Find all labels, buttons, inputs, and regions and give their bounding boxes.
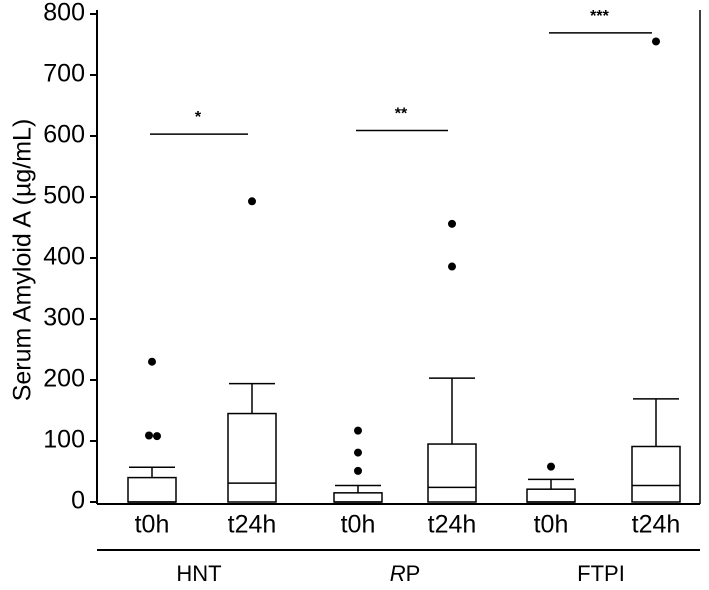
outlier-point: [145, 431, 153, 440]
outlier-point: [448, 262, 456, 271]
x-tick-label: t0h: [135, 511, 170, 539]
significance-label: ***: [590, 8, 609, 25]
outlier-point: [448, 219, 456, 228]
box-hnt-t24h: [227, 197, 277, 503]
x-tick-label: t24h: [632, 511, 681, 539]
y-tick-label: 800: [43, 0, 85, 27]
y-tick-label: 100: [43, 426, 85, 454]
y-ticks: 0 100 200 300 400 500 600 700 800: [43, 0, 97, 515]
y-tick-label: 400: [43, 243, 85, 271]
significance-label: **: [395, 106, 408, 123]
group-label-rest: P: [406, 561, 421, 586]
outlier-point: [354, 426, 362, 435]
axes: [96, 10, 701, 551]
y-tick-label: 500: [43, 182, 85, 210]
box-ftpi-t0h: [526, 462, 576, 503]
box-rect: [526, 488, 576, 503]
group-label-rp: RP: [390, 561, 421, 586]
y-axis-label: Serum Amyloid A (µg/mL): [9, 119, 37, 402]
y-tick-label: 200: [43, 365, 85, 393]
outlier-point: [153, 432, 161, 441]
x-tick-label: t0h: [534, 511, 569, 539]
box-rect: [227, 412, 277, 503]
group-label-ftpi: FTPI: [577, 561, 625, 586]
outlier-point: [354, 466, 362, 475]
x-tick-labels: t0h t24h t0h t24h t0h t24h: [135, 511, 681, 539]
outlier-point: [148, 357, 156, 366]
box-hnt-t0h: [127, 357, 177, 503]
group-label-italic-part: R: [390, 561, 406, 586]
box-rp-t0h: [333, 426, 383, 503]
x-tick-label: t24h: [228, 511, 277, 539]
significance-markers: * *****: [150, 8, 652, 135]
x-tick-label: t24h: [428, 511, 477, 539]
y-tick-label: 700: [43, 60, 85, 88]
group-labels: HNT RP FTPI: [176, 561, 624, 586]
box-rect: [333, 492, 383, 503]
group-label-hnt: HNT: [176, 561, 221, 586]
x-tick-label: t0h: [341, 511, 376, 539]
y-tick-label: 0: [71, 487, 85, 515]
outlier-point: [248, 197, 256, 206]
y-tick-label: 300: [43, 304, 85, 332]
y-tick-label: 600: [43, 121, 85, 149]
outlier-point: [652, 37, 660, 46]
significance-label: *: [195, 109, 202, 126]
box-series: [127, 37, 681, 503]
box-rect: [427, 443, 477, 503]
box-rect: [127, 476, 177, 503]
outlier-point: [547, 462, 555, 471]
box-rect: [631, 445, 681, 503]
box-rp-t24h: [427, 219, 477, 503]
box-ftpi-t24h: [631, 37, 681, 503]
outlier-point: [354, 448, 362, 457]
